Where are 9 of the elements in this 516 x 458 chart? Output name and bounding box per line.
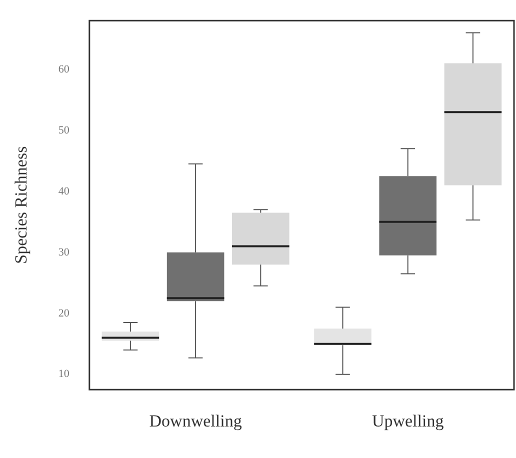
y-tick-label: 40 xyxy=(58,185,70,198)
y-tick-label: 60 xyxy=(58,63,70,76)
y-tick-label: 10 xyxy=(58,368,70,380)
y-tick-label: 50 xyxy=(58,124,70,136)
y-axis-title: Species Richness xyxy=(12,146,31,264)
y-tick-label: 30 xyxy=(58,246,70,258)
y-tick-label: 20 xyxy=(58,307,70,320)
x-tick-label: Downwelling xyxy=(149,411,242,430)
x-tick-label: Upwelling xyxy=(372,411,444,430)
